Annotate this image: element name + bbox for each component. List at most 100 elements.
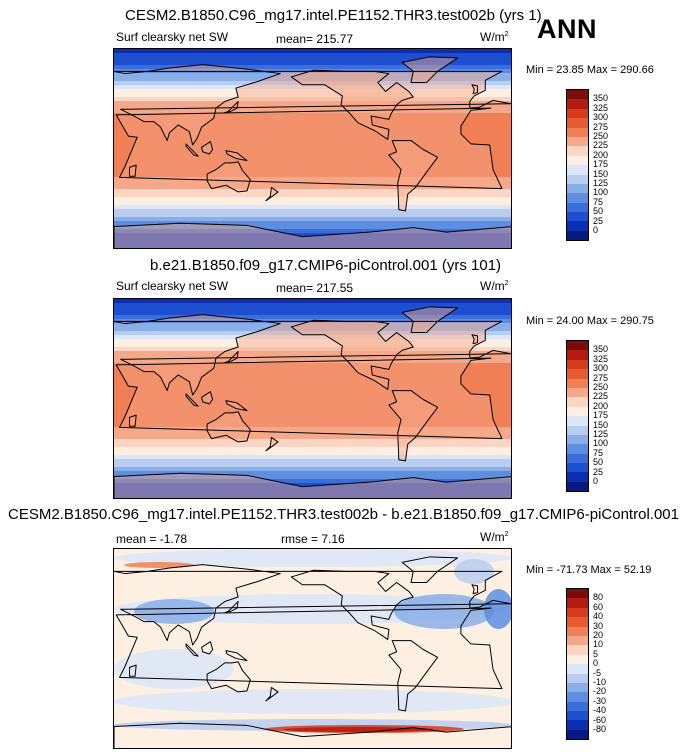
colorbar-box bbox=[567, 221, 588, 231]
colorbar-tick-label: -40 bbox=[593, 705, 607, 716]
map-lat-band bbox=[114, 331, 511, 336]
map-coastline bbox=[265, 686, 279, 702]
colorbar-box bbox=[567, 598, 588, 608]
map-lat-band bbox=[114, 213, 511, 218]
map-land-fill bbox=[114, 223, 511, 248]
colorbar-tick-label: 25 bbox=[593, 215, 604, 226]
map-lat-band bbox=[114, 157, 511, 162]
map-lat-band bbox=[114, 73, 511, 78]
colorbar-tick-label: 75 bbox=[593, 447, 604, 458]
map-lat-band bbox=[114, 407, 511, 412]
map-lat-band bbox=[114, 77, 511, 82]
map-lat-band bbox=[114, 201, 511, 206]
map-lat-band bbox=[114, 347, 511, 352]
panel2-variable-label: Surf clearsky net SW bbox=[116, 279, 229, 293]
map-coastline bbox=[224, 100, 239, 114]
colorbar-box bbox=[567, 481, 588, 492]
map-lat-band bbox=[114, 487, 511, 492]
map-coastline bbox=[290, 569, 414, 640]
map-coastline bbox=[185, 143, 199, 157]
map-lat-band bbox=[114, 411, 511, 416]
panel1-minmax: Min = 23.85 Max = 290.66 bbox=[526, 64, 654, 76]
map-coastline bbox=[401, 556, 459, 583]
map-coastline bbox=[206, 411, 251, 443]
map-coastline bbox=[224, 600, 239, 614]
map-lat-band bbox=[114, 49, 511, 54]
map-land-fill bbox=[129, 415, 137, 427]
map-coastline bbox=[225, 650, 248, 662]
map-lat-band bbox=[114, 65, 511, 70]
map-lat-band bbox=[114, 455, 511, 460]
map-land-fill bbox=[291, 320, 414, 390]
colorbar-box bbox=[567, 387, 588, 398]
map-lat-band bbox=[114, 419, 511, 424]
map-anomaly-patch bbox=[484, 589, 511, 629]
colorbar-tick-label: 300 bbox=[593, 363, 609, 374]
colorbar-tick-label: 200 bbox=[593, 149, 609, 160]
colorbar-box bbox=[567, 378, 588, 388]
colorbar-tick-label: 0 bbox=[593, 476, 599, 486]
map-lat-band bbox=[114, 89, 511, 94]
colorbar-tick-label: 350 bbox=[593, 344, 609, 355]
map-coastline bbox=[114, 222, 511, 248]
map-anomaly-patch bbox=[134, 599, 214, 624]
map-lat-band bbox=[114, 355, 511, 360]
map-anomaly-patch bbox=[114, 549, 511, 567]
map-lat-band bbox=[114, 383, 511, 388]
map-coastline bbox=[401, 306, 459, 333]
map-lat-band bbox=[114, 205, 511, 210]
colorbar-tick-label: 325 bbox=[593, 353, 609, 364]
map-coastline bbox=[225, 400, 248, 412]
colorbar-tick-label: -20 bbox=[593, 686, 607, 697]
map-lat-band bbox=[114, 137, 511, 142]
colorbar-tick-label: 225 bbox=[593, 391, 609, 402]
map-coastline bbox=[114, 64, 511, 146]
map-lat-band bbox=[114, 125, 511, 130]
map-land-fill bbox=[388, 390, 438, 461]
colorbar-box bbox=[567, 369, 588, 379]
map-land-fill bbox=[388, 140, 438, 211]
map-coastline bbox=[471, 84, 479, 95]
map-lat-band bbox=[114, 343, 511, 348]
colorbar-box bbox=[567, 682, 588, 693]
map-land-fill bbox=[402, 306, 458, 333]
colorbar-tick-label: 250 bbox=[593, 131, 609, 141]
colorbar-box bbox=[567, 155, 588, 166]
colorbar-box bbox=[567, 701, 588, 712]
map-lat-band bbox=[114, 93, 511, 98]
map-lat-band bbox=[114, 435, 511, 440]
map-lat-band bbox=[114, 161, 511, 166]
panel3-minmax: Min = -71.73 Max = 52.19 bbox=[526, 564, 652, 576]
colorbar-tick-label: 250 bbox=[593, 382, 609, 392]
map-coastline bbox=[129, 414, 137, 427]
map-land-fill bbox=[291, 70, 414, 140]
map-lat-band bbox=[114, 475, 511, 480]
map-land-fill bbox=[402, 56, 458, 83]
map-lat-band bbox=[114, 339, 511, 344]
map-lat-band bbox=[114, 351, 511, 356]
map-lat-band bbox=[114, 391, 511, 396]
colorbar-tick-label: 125 bbox=[593, 178, 609, 188]
panel1-title: CESM2.B1850.C96_mg17.intel.PE1152.THR3.t… bbox=[125, 7, 542, 24]
panel2-title: b.e21.B1850.f09_g17.CMIP6-piControl.001 … bbox=[150, 257, 502, 274]
colorbar-tick-label: 100 bbox=[593, 438, 609, 449]
map-lat-band bbox=[114, 61, 511, 66]
map-coastline bbox=[114, 314, 511, 396]
colorbar-box bbox=[567, 589, 588, 599]
map-coastline bbox=[388, 390, 439, 462]
map-coastline bbox=[265, 186, 279, 202]
map-lat-band bbox=[114, 221, 511, 226]
map-coastline bbox=[265, 436, 279, 452]
colorbar-tick-label: 150 bbox=[593, 419, 609, 430]
map-lat-band bbox=[114, 233, 511, 238]
map-lat-band bbox=[114, 105, 511, 110]
colorbar-box bbox=[567, 193, 588, 203]
colorbar-tick-label: 50 bbox=[593, 206, 604, 217]
colorbar-box bbox=[567, 729, 588, 740]
panel2-colorbar bbox=[566, 340, 589, 493]
map-lat-band bbox=[114, 363, 511, 368]
colorbar-tick-label: -10 bbox=[593, 677, 607, 687]
panel2-minmax: Min = 24.00 Max = 290.75 bbox=[526, 315, 654, 327]
map-coastline bbox=[115, 357, 503, 440]
map-land-fill bbox=[225, 150, 247, 161]
